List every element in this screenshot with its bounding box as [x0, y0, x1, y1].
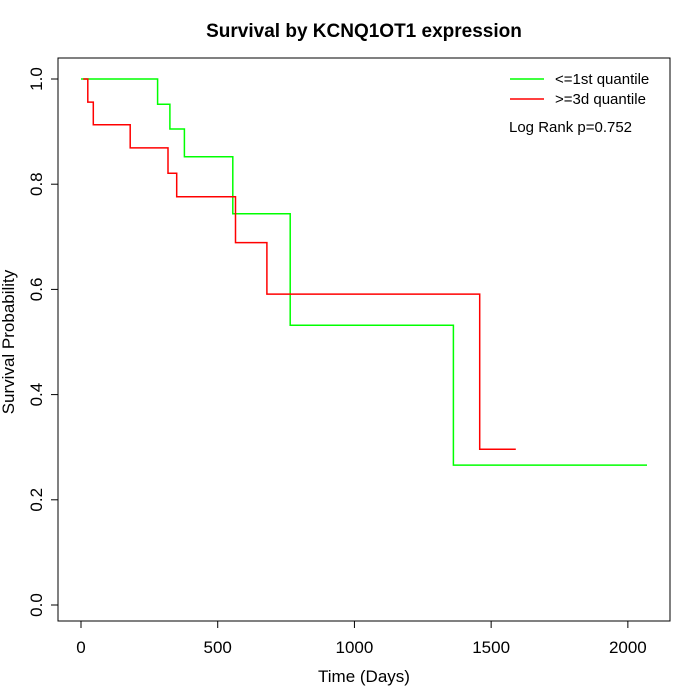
x-tick-label: 2000 — [609, 638, 647, 657]
y-tick-label: 0.4 — [27, 383, 46, 407]
x-tick-label: 1500 — [472, 638, 510, 657]
chart-title: Survival by KCNQ1OT1 expression — [206, 21, 522, 42]
log-rank-annotation: Log Rank p=0.752 — [509, 119, 632, 136]
legend-label-0: <=1st quantile — [555, 71, 649, 88]
y-tick-label: 0.0 — [27, 593, 46, 617]
y-tick-label: 0.2 — [27, 488, 46, 512]
legend: <=1st quantile >=3d quantile — [510, 71, 649, 108]
y-axis-label: Survival Probability — [0, 269, 18, 414]
series-line-1 — [83, 78, 516, 451]
x-tick-label: 1000 — [336, 638, 374, 657]
legend-label-1: >=3d quantile — [555, 91, 646, 108]
x-tick-label: 0 — [76, 638, 85, 657]
y-tick-label: 0.6 — [27, 278, 46, 302]
y-axis: 0.0 0.2 0.4 0.6 0.8 1.0 — [27, 67, 59, 617]
plot-frame — [57, 57, 671, 622]
x-tick-label: 500 — [204, 638, 232, 657]
x-axis: 0 500 1000 1500 2000 — [76, 620, 647, 657]
x-axis-label: Time (Days) — [318, 667, 410, 686]
y-tick-label: 0.8 — [27, 172, 46, 196]
series-layer — [81, 78, 647, 466]
series-line-0 — [81, 78, 647, 466]
y-tick-label: 1.0 — [27, 67, 46, 91]
